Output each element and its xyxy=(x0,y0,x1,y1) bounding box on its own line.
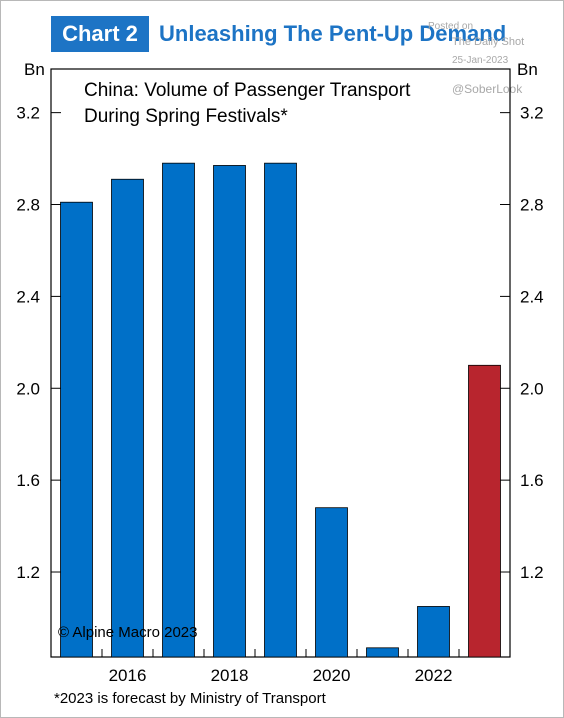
copyright-note: © Alpine Macro 2023 xyxy=(58,624,198,641)
watermark-posted: Posted on xyxy=(428,21,474,32)
y-tick-label-right: 2.0 xyxy=(520,379,544,398)
y-tick-label-right: 2.8 xyxy=(520,196,544,215)
y-tick-label-left: 1.6 xyxy=(16,471,40,490)
y-tick-label-right: 1.2 xyxy=(520,563,544,582)
chart-number-badge: Chart 2 xyxy=(51,16,149,52)
x-tick-label-2018: 2018 xyxy=(211,666,249,685)
watermark-source: The Daily Shot xyxy=(452,36,525,48)
bar-2015 xyxy=(60,201,93,658)
y-tick-label-right: 2.4 xyxy=(520,287,544,306)
y-tick-label-left: 2.4 xyxy=(16,287,40,306)
plot-title-line-2: During Spring Festivals* xyxy=(84,106,288,127)
bar-2019 xyxy=(264,162,297,658)
y-tick-label-left: 1.2 xyxy=(16,563,40,582)
chart-headline: Unleashing The Pent-Up Demand xyxy=(159,21,507,46)
x-tick-label-2020: 2020 xyxy=(313,666,351,685)
bar-2020 xyxy=(315,507,348,658)
y-tick-label-left: 2.0 xyxy=(16,379,40,398)
watermark-handle: @SoberLook xyxy=(452,82,523,96)
bar-2016 xyxy=(111,178,144,658)
bar-2021 xyxy=(366,647,399,658)
x-tick-label-2016: 2016 xyxy=(109,666,147,685)
y-tick-label-left: 2.8 xyxy=(16,196,40,215)
y-tick-label-left: 3.2 xyxy=(16,104,40,123)
forecast-footnote: *2023 is forecast by Ministry of Transpo… xyxy=(54,690,326,707)
watermark-date: 25-Jan-2023 xyxy=(452,55,509,66)
bar-2022 xyxy=(417,606,450,658)
chart-header: Chart 2 Unleashing The Pent-Up Demand xyxy=(0,0,564,60)
plot-title-line-1: China: Volume of Passenger Transport xyxy=(84,80,411,101)
y-axis-unit-left: Bn xyxy=(24,60,45,79)
bar-2017 xyxy=(162,162,195,658)
y-tick-label-right: 1.6 xyxy=(520,471,544,490)
x-tick-label-2022: 2022 xyxy=(415,666,453,685)
bar-2018 xyxy=(213,165,246,658)
plot-title: China: Volume of Passenger Transport Dur… xyxy=(84,78,454,130)
bar-forecast-2023 xyxy=(468,364,501,658)
y-tick-label-right: 3.2 xyxy=(520,104,544,123)
y-axis-unit-right: Bn xyxy=(517,60,538,79)
